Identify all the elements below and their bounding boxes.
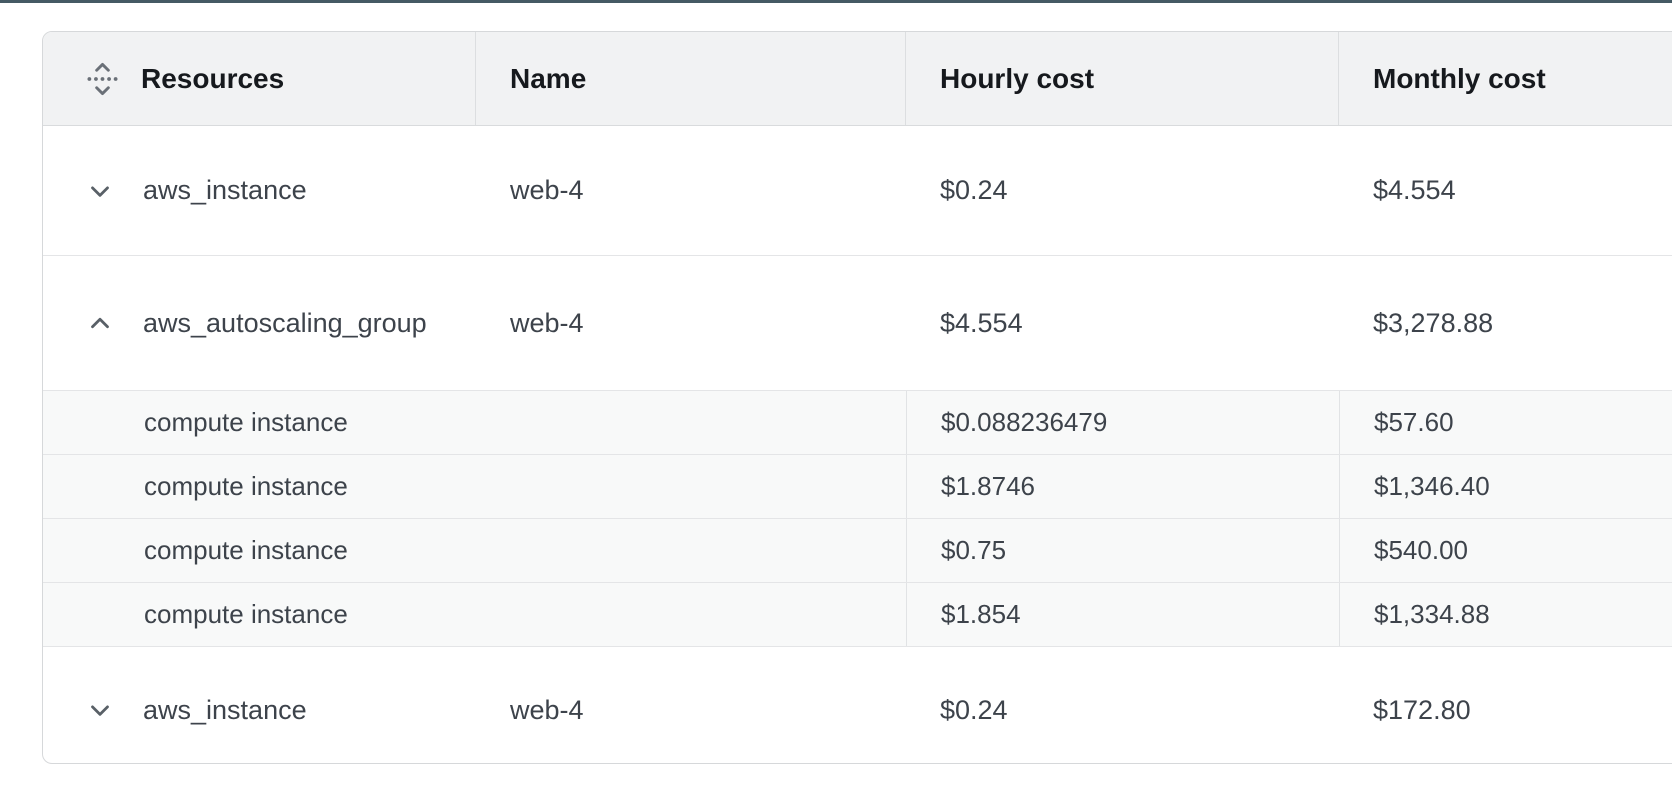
chevron-down-icon[interactable]: [85, 695, 115, 725]
hourly-cost-value: $0.088236479: [906, 391, 1339, 454]
column-header-label: Hourly cost: [940, 62, 1095, 94]
resource-type: aws_autoscaling_group: [143, 307, 427, 338]
hourly-cost-value: $4.554: [940, 307, 1023, 338]
monthly-cost-value: $3,278.88: [1373, 307, 1494, 338]
monthly-cost-value: $172.80: [1373, 694, 1471, 725]
table-header-row: Resources Name Hourly cost Monthly cost: [43, 32, 1672, 126]
resource-name: [476, 455, 906, 518]
hourly-cost-value: $0.75: [906, 519, 1339, 582]
table-subrow: compute instance $1.854 $1,334.88: [43, 582, 1672, 647]
cost-table-card: Resources Name Hourly cost Monthly cost …: [42, 31, 1672, 764]
resource-name: web-4: [510, 175, 584, 205]
column-header-monthly-cost: Monthly cost: [1339, 32, 1672, 125]
monthly-cost-value: $57.60: [1339, 391, 1672, 454]
column-header-resources: Resources: [43, 32, 476, 125]
table-row[interactable]: aws_instance web-4 $0.24 $4.554: [43, 126, 1672, 256]
cost-component-label: compute instance: [144, 599, 348, 629]
resource-name: web-4: [510, 694, 584, 725]
table-subrow: compute instance $0.75 $540.00: [43, 518, 1672, 582]
table-row[interactable]: aws_autoscaling_group web-4 $4.554 $3,27…: [43, 256, 1672, 390]
chevron-up-icon[interactable]: [85, 308, 115, 338]
column-header-label: Name: [510, 62, 587, 94]
table-subrow: compute instance $0.088236479 $57.60: [43, 390, 1672, 454]
hourly-cost-value: $1.8746: [906, 455, 1339, 518]
resource-type: aws_instance: [143, 175, 307, 205]
monthly-cost-value: $4.554: [1373, 175, 1456, 205]
cost-component-label: compute instance: [144, 535, 348, 565]
monthly-cost-value: $1,334.88: [1339, 583, 1672, 646]
chevron-down-icon[interactable]: [85, 176, 115, 206]
resource-type: aws_instance: [143, 694, 307, 725]
column-header-label: Resources: [141, 62, 285, 94]
resource-name: [476, 519, 906, 582]
expand-collapse-all-icon[interactable]: [85, 60, 120, 98]
hourly-cost-value: $0.24: [940, 175, 1008, 205]
top-accent-bar: [0, 0, 1672, 3]
monthly-cost-value: $1,346.40: [1339, 455, 1672, 518]
cost-component-label: compute instance: [144, 407, 348, 437]
cost-component-label: compute instance: [144, 471, 348, 501]
table-row[interactable]: aws_instance web-4 $0.24 $172.80: [43, 647, 1672, 763]
resource-name: [476, 583, 906, 646]
resource-name: [476, 391, 906, 454]
hourly-cost-value: $0.24: [940, 694, 1008, 725]
monthly-cost-value: $540.00: [1339, 519, 1672, 582]
hourly-cost-value: $1.854: [906, 583, 1339, 646]
column-header-label: Monthly cost: [1373, 62, 1546, 94]
column-header-hourly-cost: Hourly cost: [906, 32, 1339, 125]
column-header-name: Name: [476, 32, 906, 125]
resource-name: web-4: [510, 307, 584, 338]
table-subrow: compute instance $1.8746 $1,346.40: [43, 454, 1672, 518]
